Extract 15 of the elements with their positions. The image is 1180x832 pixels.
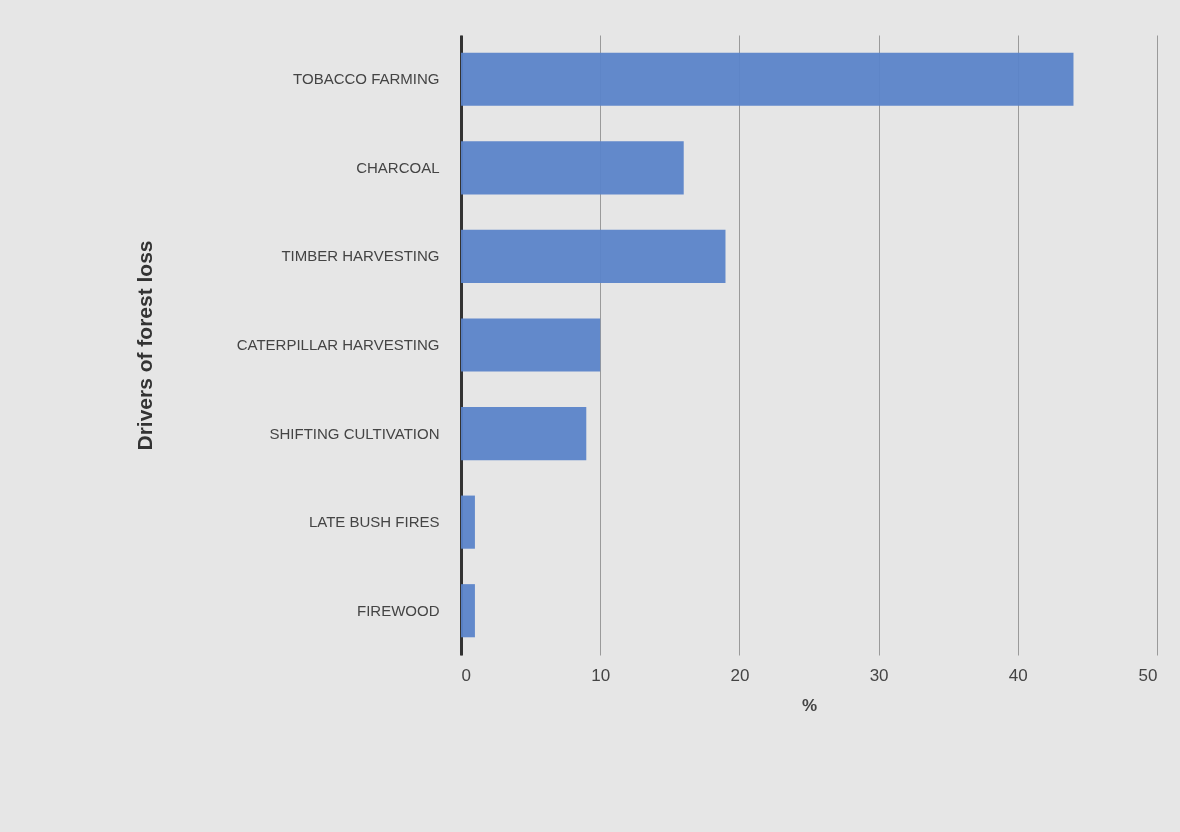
y-tick-label: FIREWOOD [357, 601, 440, 619]
x-tick-label: 10 [591, 665, 611, 685]
y-tick-label: TIMBER HARVESTING [281, 247, 440, 265]
y-axis-title: Drivers of forest loss [132, 240, 156, 451]
y-tick-label: TOBACCO FARMING [293, 70, 440, 88]
y-tick-label: CATERPILLAR HARVESTING [236, 336, 440, 353]
x-tick-label: 20 [730, 665, 750, 685]
x-tick-label: 40 [1008, 665, 1028, 685]
x-tick-label: 50 [1138, 665, 1158, 685]
x-tick-label: 30 [869, 665, 889, 685]
x-axis-title: % [801, 695, 818, 715]
y-tick-label: SHIFTING CULTIVATION [269, 424, 440, 442]
y-tick-label: CHARCOAL [356, 158, 440, 176]
x-tick-label: 0 [461, 665, 471, 685]
y-tick-label: LATE BUSH FIRES [308, 513, 440, 531]
